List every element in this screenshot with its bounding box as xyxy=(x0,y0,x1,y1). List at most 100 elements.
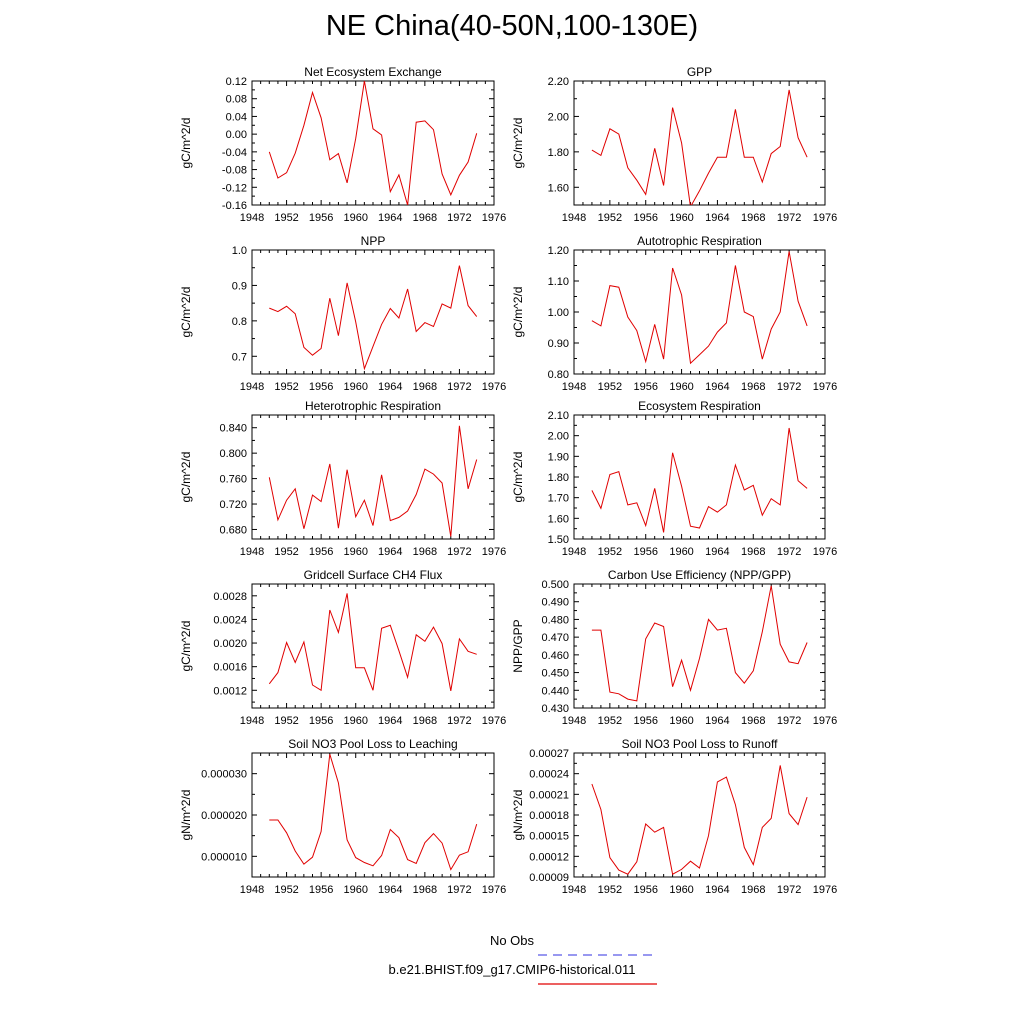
panel-net-ecosystem-exchange: Net Ecosystem Exchange 1948 1952 1956 1960 19… xyxy=(179,65,506,224)
x-tick-label: 1964 xyxy=(378,546,402,558)
y-tick-label: 0.0012 xyxy=(213,685,247,697)
y-tick-label: 0.00018 xyxy=(529,810,569,822)
y-tick-label: 0.430 xyxy=(541,703,569,715)
y-tick-label: 0.800 xyxy=(219,448,247,460)
x-tick-label: 1972 xyxy=(777,546,801,558)
x-tick-label: 1956 xyxy=(633,884,657,896)
x-tick-label: 1972 xyxy=(777,212,801,224)
plot-frame xyxy=(573,414,826,540)
x-tick-label: 1948 xyxy=(562,884,586,896)
x-tick-label: 1976 xyxy=(813,715,837,727)
x-tick-label: 1976 xyxy=(482,381,506,393)
x-tick-label: 1956 xyxy=(633,546,657,558)
x-tick-label: 1964 xyxy=(378,884,402,896)
x-tick-label: 1952 xyxy=(274,381,298,393)
x-tick-label: 1976 xyxy=(482,884,506,896)
y-tick-label: 0.00015 xyxy=(529,831,569,843)
x-tick-label: 1968 xyxy=(741,212,765,224)
x-tick-label: 1960 xyxy=(669,212,693,224)
panel-title: GPP xyxy=(687,65,712,79)
x-tick-label: 1968 xyxy=(413,212,437,224)
y-tick-label: 0.000020 xyxy=(201,810,247,822)
x-tick-label: 1968 xyxy=(413,884,437,896)
y-tick-label: 0.00027 xyxy=(529,748,569,760)
x-tick-label: 1964 xyxy=(705,212,729,224)
y-tick-label: 0.12 xyxy=(226,76,247,88)
plot-frame xyxy=(251,414,495,540)
x-tick-label: 1964 xyxy=(705,884,729,896)
page-title: NE China(40-50N,100-130E) xyxy=(325,10,699,42)
legend-label-no-obs: No Obs xyxy=(489,933,535,948)
x-tick-label: 1952 xyxy=(598,381,622,393)
y-tick-label: -0.12 xyxy=(222,182,247,194)
x-tick-label: 1948 xyxy=(562,546,586,558)
x-tick-label: 1976 xyxy=(482,212,506,224)
x-tick-label: 1948 xyxy=(562,715,586,727)
x-tick-label: 1952 xyxy=(598,212,622,224)
y-axis-label: gC/m^2/d xyxy=(179,452,193,503)
x-tick-label: 1964 xyxy=(378,381,402,393)
y-tick-label: 0.000030 xyxy=(201,769,247,781)
x-tick-label: 1948 xyxy=(240,381,264,393)
x-tick-label: 1956 xyxy=(309,381,333,393)
panel-ecosystem-respiration: Ecosystem Respiration 1948 1952 1956 1960 196… xyxy=(511,399,837,558)
y-tick-label: 0.460 xyxy=(541,650,569,662)
x-tick-label: 1948 xyxy=(240,212,264,224)
y-tick-label: 2.10 xyxy=(548,410,569,422)
panel-soil-no3-pool-loss-to-runoff: Soil NO3 Pool Loss to Runoff 1948 1952 1956… xyxy=(511,737,837,896)
series-line-soil-no3-pool-loss-to-runoff xyxy=(591,765,808,875)
y-tick-label: 0.0028 xyxy=(213,591,247,603)
y-tick-label: 0.840 xyxy=(219,423,247,435)
x-tick-label: 1964 xyxy=(705,715,729,727)
series-line-heterotrophic-respiration xyxy=(268,425,478,537)
y-tick-label: 2.20 xyxy=(548,76,569,88)
x-tick-label: 1976 xyxy=(813,546,837,558)
y-tick-label: 0.90 xyxy=(548,338,569,350)
x-tick-label: 1952 xyxy=(598,546,622,558)
x-tick-label: 1964 xyxy=(705,381,729,393)
y-axis-label: NPP/GPP xyxy=(511,619,525,672)
x-tick-label: 1960 xyxy=(343,715,367,727)
x-tick-label: 1956 xyxy=(309,884,333,896)
panel-gpp: GPP 1948 1952 1956 1960 1964 1968 1972 1976 1.60 1… xyxy=(511,65,837,224)
panel-title: Soil NO3 Pool Loss to Leaching xyxy=(288,737,457,751)
x-tick-label: 1960 xyxy=(343,381,367,393)
y-tick-label: 0.500 xyxy=(541,579,569,591)
x-tick-label: 1952 xyxy=(274,546,298,558)
y-tick-label: 1.70 xyxy=(548,493,569,505)
x-tick-label: 1952 xyxy=(274,715,298,727)
panel-title: Gridcell Surface CH4 Flux xyxy=(304,568,443,582)
x-tick-label: 1960 xyxy=(343,212,367,224)
y-tick-label: 0.490 xyxy=(541,597,569,609)
y-tick-label: 1.20 xyxy=(548,245,569,257)
y-tick-label: 1.00 xyxy=(548,307,569,319)
x-tick-label: 1976 xyxy=(813,212,837,224)
y-tick-label: 0.720 xyxy=(219,499,247,511)
y-axis-label: gC/m^2/d xyxy=(179,287,193,338)
y-tick-label: 0.000010 xyxy=(201,851,247,863)
y-tick-label: 1.0 xyxy=(232,245,247,257)
y-tick-label: 0.8 xyxy=(232,316,247,328)
x-tick-label: 1976 xyxy=(813,381,837,393)
y-tick-label: 0.04 xyxy=(226,111,247,123)
y-tick-label: 0.00024 xyxy=(529,769,569,781)
series-line-net-ecosystem-exchange xyxy=(268,81,478,205)
y-tick-label: 1.10 xyxy=(548,276,569,288)
panel-heterotrophic-respiration: Heterotrophic Respiration 1948 1952 1956 196… xyxy=(179,399,506,558)
x-tick-label: 1972 xyxy=(447,715,471,727)
x-tick-label: 1968 xyxy=(741,884,765,896)
x-tick-label: 1968 xyxy=(741,381,765,393)
x-tick-label: 1948 xyxy=(562,381,586,393)
panel-gridcell-surface-ch4-flux: Gridcell Surface CH4 Flux 1948 1952 1956 196… xyxy=(179,568,506,727)
series-line-npp xyxy=(269,265,478,371)
y-tick-label: 0.00021 xyxy=(529,789,569,801)
x-tick-label: 1964 xyxy=(378,715,402,727)
y-tick-label: 0.470 xyxy=(541,632,569,644)
panel-title: NPP xyxy=(361,234,386,248)
x-tick-label: 1972 xyxy=(447,546,471,558)
y-axis-label: gC/m^2/d xyxy=(511,287,525,338)
x-tick-label: 1952 xyxy=(598,715,622,727)
x-tick-label: 1956 xyxy=(309,715,333,727)
x-tick-label: 1960 xyxy=(669,715,693,727)
x-tick-label: 1972 xyxy=(777,715,801,727)
